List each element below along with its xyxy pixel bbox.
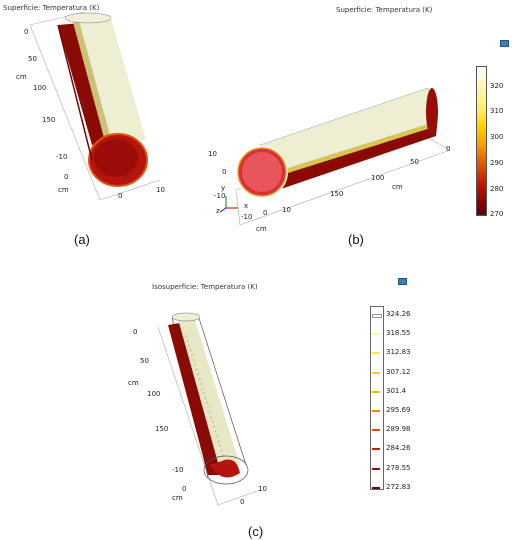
triad-y-label: y <box>221 184 226 192</box>
panel-a-tick: 50 <box>28 55 37 63</box>
panel-c-title: Isosuperficie: Temperatura (K) <box>152 283 258 291</box>
caption-c: (c) <box>248 524 264 539</box>
panel-c-tick: -10 <box>172 466 184 474</box>
panel-c-unit: cm <box>172 494 183 502</box>
iso-level-label: 324.26 <box>386 310 411 318</box>
panel-c-tick: 0 <box>133 328 138 336</box>
colorbar-label: 270 <box>490 210 504 218</box>
panel-a-tick: 150 <box>42 116 56 124</box>
panel-a-tick: 0 <box>24 28 29 36</box>
camera-icon[interactable] <box>500 40 509 47</box>
iso-level-label: 284.26 <box>386 444 411 453</box>
iso-level-swatch <box>372 429 380 432</box>
panel-a-render <box>29 11 161 201</box>
panel-c-tick: 50 <box>140 357 149 365</box>
iso-level-swatch <box>372 390 380 393</box>
panel-b-tick: 50 <box>410 158 419 166</box>
iso-level-swatch <box>372 333 380 336</box>
panel-b-unit: cm <box>392 183 403 191</box>
iso-level-swatch <box>372 448 380 451</box>
colorbar-label: 320 <box>490 82 504 90</box>
iso-level-swatch <box>372 352 380 355</box>
iso-level-label: 289.98 <box>386 425 411 434</box>
iso-level-label: 318.55 <box>386 329 411 338</box>
panel-b-render <box>219 87 451 226</box>
panel-b-tick: -10 <box>241 213 253 221</box>
panel-b-tick: 150 <box>330 190 344 198</box>
panel-b-tick: 10 <box>208 150 217 158</box>
panel-a-tick: -10 <box>56 153 68 161</box>
panel-b-tick: 0 <box>222 168 227 176</box>
panel-c-tick: 10 <box>258 485 267 493</box>
iso-level-label: 301.4 <box>386 386 407 395</box>
panel-b-title: Superficie: Temperatura (K) <box>336 6 433 14</box>
colorbar-label: 280 <box>490 185 504 193</box>
iso-level-label: 272.83 <box>386 482 411 491</box>
panel-c-render <box>157 312 261 506</box>
iso-level-label: 312.83 <box>386 348 411 357</box>
iso-level-label: 278.55 <box>386 463 411 472</box>
panel-b-tick: -10 <box>214 192 226 200</box>
caption-a: (a) <box>74 232 90 247</box>
panel-a-tick: 100 <box>33 84 47 92</box>
colorbar-label: 300 <box>490 133 504 141</box>
caption-b: (b) <box>348 232 364 247</box>
camera-icon[interactable] <box>398 278 407 285</box>
panel-a-tick: 10 <box>156 186 165 194</box>
panel-a-tick: 0 <box>118 192 123 200</box>
iso-level-swatch <box>372 314 382 318</box>
iso-level-label: 295.69 <box>386 406 411 414</box>
panel-a-unit: cm <box>16 73 27 81</box>
panel-c-unit: cm <box>128 379 139 387</box>
iso-level-swatch <box>372 486 380 489</box>
colorbar <box>476 66 487 216</box>
iso-level-swatch <box>372 371 380 374</box>
iso-level-swatch <box>372 467 380 470</box>
colorbar-label: 310 <box>490 107 504 115</box>
panel-c-tick: 0 <box>240 498 245 506</box>
triad-x-label: x <box>244 202 249 210</box>
panel-b-tick: 0 <box>263 209 268 217</box>
panel-c-tick: 100 <box>147 390 161 398</box>
iso-level-swatch <box>372 410 380 412</box>
panel-b-tick: 10 <box>282 206 291 214</box>
panel-c-tick: 150 <box>155 425 169 433</box>
panel-a-unit: cm <box>58 186 69 194</box>
triad-z-label: z <box>216 207 220 215</box>
panel-c-tick: 0 <box>182 485 187 493</box>
panel-b-tick: 0 <box>446 145 451 153</box>
colorbar-label: 290 <box>490 159 504 167</box>
panel-a-title: Superficie: Temperatura (K) <box>3 4 100 12</box>
panel-b-tick: 100 <box>371 174 385 182</box>
iso-level-label: 307.12 <box>386 367 411 376</box>
panel-a-tick: 0 <box>64 173 69 181</box>
panel-b-unit: cm <box>256 225 267 233</box>
iso-legend <box>370 306 384 490</box>
